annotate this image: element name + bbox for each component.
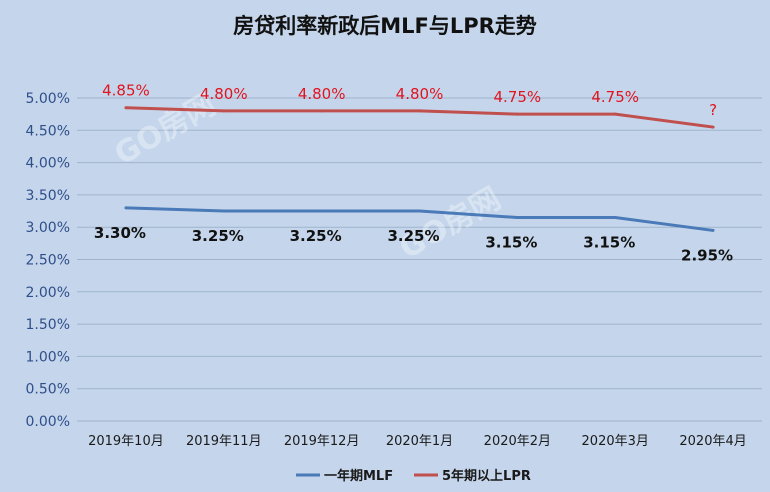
data-label: 4.75%	[591, 88, 639, 106]
data-label: 3.15%	[485, 234, 537, 252]
data-label: 4.80%	[396, 85, 444, 103]
data-point	[320, 109, 324, 113]
y-tick-label: 4.50%	[26, 123, 70, 139]
x-tick-label: 2020年2月	[484, 434, 551, 449]
y-tick-label: 2.50%	[26, 253, 70, 269]
x-tick-label: 2019年11月	[186, 434, 262, 449]
x-tick-label: 2019年12月	[284, 434, 360, 449]
legend-label: 5年期以上LPR	[442, 468, 531, 484]
data-point	[711, 228, 715, 232]
data-label: 2.95%	[681, 246, 733, 264]
data-point	[320, 209, 324, 213]
y-tick-label: 0.50%	[26, 382, 70, 398]
data-labels: 3.30% 3.25% 3.25% 3.25% 3.15% 3.15% 2.95% 4.85%…	[94, 82, 733, 265]
y-tick-label: 5.00%	[26, 91, 70, 107]
y-tick-label: 3.00%	[26, 220, 70, 236]
data-label: 4.80%	[200, 85, 248, 103]
data-label: 3.25%	[290, 227, 342, 245]
data-label: ?	[709, 101, 717, 119]
data-label: 4.85%	[102, 82, 150, 100]
y-tick-label: 4.00%	[26, 156, 70, 172]
data-point	[613, 216, 617, 220]
data-point	[418, 109, 421, 113]
watermark-text: GO房网	[394, 181, 507, 266]
x-tick-label: 2020年3月	[582, 434, 649, 449]
gridlines	[77, 97, 762, 422]
x-tick-label: 2020年4月	[679, 434, 746, 449]
x-tick-label: 2019年10月	[88, 434, 164, 449]
data-point	[418, 209, 421, 213]
series-lines	[124, 106, 715, 232]
data-label: 3.25%	[192, 227, 244, 245]
data-label: 3.25%	[387, 227, 439, 245]
y-tick-label: 3.50%	[26, 188, 70, 204]
data-point	[124, 106, 128, 110]
y-tick-label: 0.00%	[26, 414, 70, 430]
data-label: 3.30%	[94, 224, 146, 242]
chart-title: 房贷利率新政后MLF与LPR走势	[233, 14, 537, 38]
data-label: 4.75%	[494, 88, 542, 106]
data-label: 4.80%	[298, 85, 346, 103]
y-tick-label: 1.50%	[26, 317, 70, 333]
legend-label: 一年期MLF	[324, 468, 393, 484]
y-tick-label: 2.00%	[26, 285, 70, 301]
data-label: 3.15%	[583, 234, 635, 252]
data-point	[711, 125, 715, 129]
data-point	[613, 112, 617, 116]
x-tick-label: 2020年1月	[386, 434, 453, 449]
data-point	[515, 216, 519, 220]
x-axis-ticks: 2019年10月 2019年11月 2019年12月 2020年1月 2020年2月 20…	[88, 434, 747, 449]
data-point	[222, 109, 226, 113]
y-axis-ticks: 0.00% 0.50% 1.00% 1.50% 2.00% 2.50% 3.00% 3.50%…	[26, 91, 70, 430]
data-point	[222, 209, 226, 213]
data-point	[515, 112, 519, 116]
y-tick-label: 1.00%	[26, 349, 70, 365]
legend: 一年期MLF 5年期以上LPR	[296, 468, 531, 484]
data-point	[124, 206, 128, 210]
